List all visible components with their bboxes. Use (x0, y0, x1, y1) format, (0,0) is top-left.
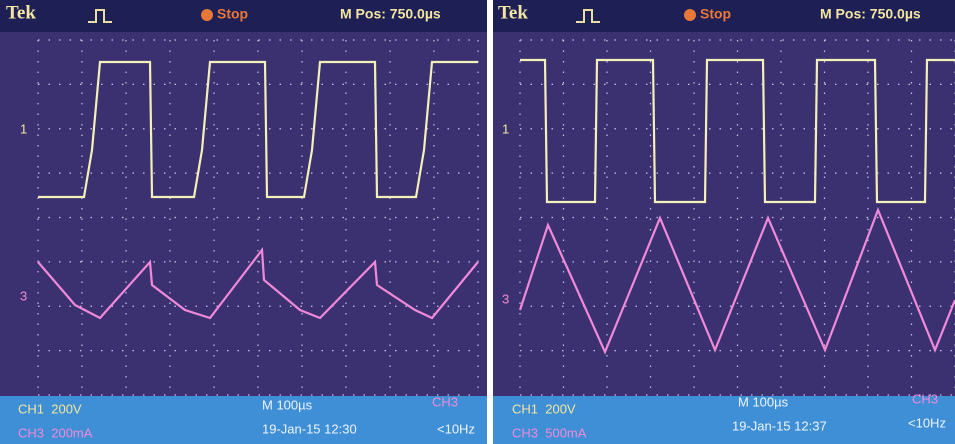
timebase: M 100µs (262, 397, 313, 412)
ch3-scale: CH3 500mA (512, 425, 587, 440)
trigger-source: CH3 (432, 394, 458, 409)
channel3-marker: 3 (20, 288, 27, 303)
frequency: <10Hz (908, 415, 946, 430)
screen (493, 0, 955, 444)
screen (0, 0, 487, 444)
channel1-marker: 1 (20, 121, 27, 136)
position: M Pos: 750.0µs (820, 6, 921, 22)
trigger-state: Stop (700, 6, 731, 22)
panel-left: Tek Stop M Pos: 750.0µs 1 3 CH1 200V CH3… (0, 0, 487, 444)
ch3-scale: CH3 200mA (18, 425, 93, 440)
timebase: M 100µs (738, 394, 789, 409)
panel-right: Tek Stop M Pos: 750.0µs 1 3 CH1 200V CH3… (493, 0, 955, 444)
brand: Tek (6, 2, 36, 23)
brand: Tek (498, 2, 528, 23)
position: M Pos: 750.0µs (340, 6, 441, 22)
channel1-marker: 1 (502, 121, 509, 136)
frequency: <10Hz (437, 421, 475, 436)
trigger-source: CH3 (912, 391, 938, 406)
stop-dot (684, 9, 696, 21)
stop-dot (201, 9, 213, 21)
datetime: 19-Jan-15 12:30 (262, 421, 357, 436)
ch1-scale: CH1 200V (512, 401, 576, 416)
channel3-marker: 3 (502, 291, 509, 306)
datetime: 19-Jan-15 12:37 (732, 418, 827, 433)
oscilloscope-photos: Tek Stop M Pos: 750.0µs 1 3 CH1 200V CH3… (0, 0, 955, 444)
ch1-scale: CH1 200V (18, 401, 82, 416)
trigger-state: Stop (217, 6, 248, 22)
